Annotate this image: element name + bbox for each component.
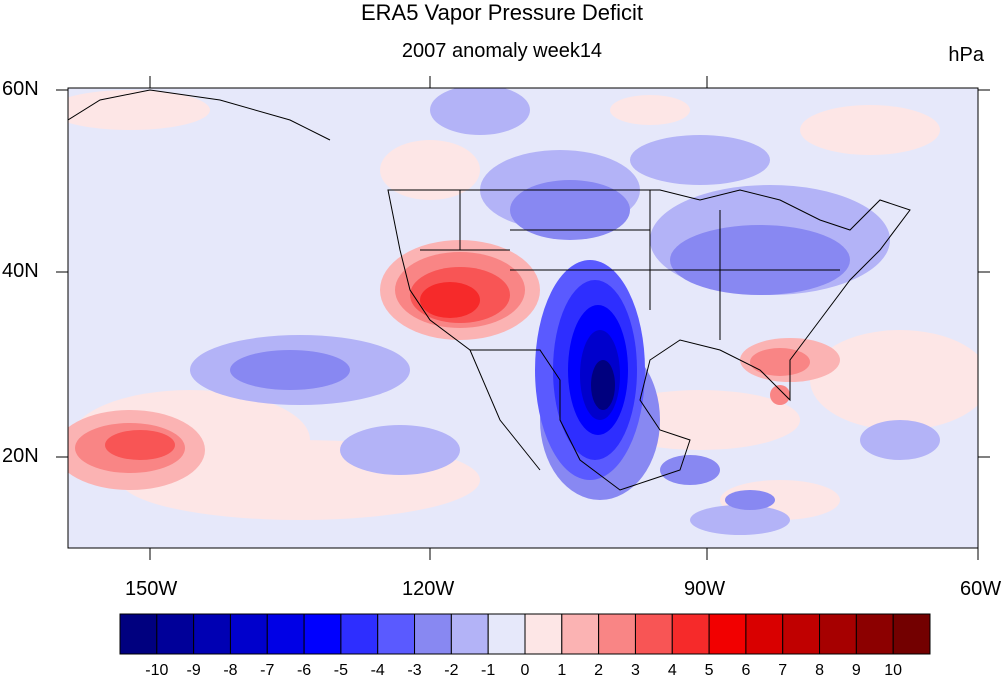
map-subtitle: 2007 anomaly week14 <box>401 40 603 62</box>
anomaly-field <box>68 88 978 535</box>
lon-label-60w: 60W <box>960 578 1002 600</box>
strong-positive-anomaly-region <box>68 240 840 490</box>
lon-label-90w: 90W <box>684 578 726 600</box>
colorbar-label: 8 <box>815 662 824 679</box>
colorbar-label: -7 <box>260 662 275 679</box>
colorbar-label: -2 <box>444 662 459 679</box>
map-title: ERA5 Vapor Pressure Deficit <box>360 0 644 25</box>
weak-positive-anomaly-region <box>68 90 978 520</box>
lat-label-20n: 20N <box>2 445 39 467</box>
lat-label-40n: 40N <box>2 260 39 282</box>
colorbar-label: 5 <box>704 662 714 679</box>
colorbar-label: -10 <box>145 662 169 679</box>
colorbar-label: 1 <box>557 662 567 679</box>
colorbar-label: -1 <box>481 662 496 679</box>
strong-negative-anomaly-region <box>535 260 645 480</box>
colorbar-label: -3 <box>407 662 422 679</box>
colorbar-label: -8 <box>223 662 238 679</box>
colorbar-label: 6 <box>741 662 751 679</box>
colorbar-label: -4 <box>370 662 385 679</box>
coastlines <box>68 89 911 491</box>
colorbar-label: 3 <box>631 662 640 679</box>
lat-label-60n: 60N <box>2 78 39 100</box>
units-label: hPa <box>948 44 984 66</box>
colorbar-label: 2 <box>594 662 604 679</box>
colorbar-label: -5 <box>333 662 349 679</box>
colorbar-label: -9 <box>186 662 201 679</box>
colorbar-label: 10 <box>884 662 903 679</box>
lon-label-120w: 120W <box>402 578 455 600</box>
lon-label-150w: 150W <box>125 578 178 600</box>
colorbar-label: 0 <box>520 662 530 679</box>
colorbar-label: 9 <box>851 662 861 679</box>
map-frame <box>67 87 979 549</box>
colorbar-label: 7 <box>778 662 788 679</box>
tick-marks <box>56 76 990 560</box>
colorbar-label: -6 <box>296 662 312 679</box>
colorbar-label: 4 <box>667 662 677 679</box>
